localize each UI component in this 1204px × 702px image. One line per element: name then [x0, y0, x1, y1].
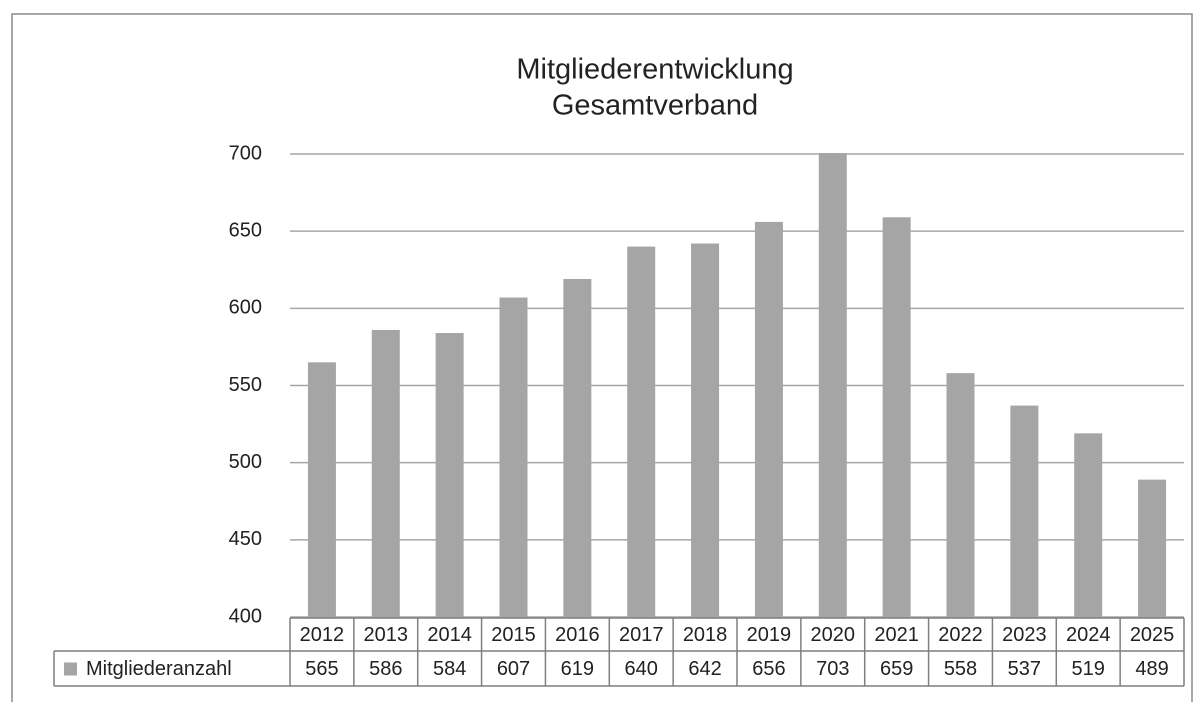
y-tick-label: 600 [229, 297, 262, 319]
y-tick-label: 650 [229, 219, 262, 241]
y-tick-label: 550 [229, 374, 262, 396]
y-tick-label: 500 [229, 451, 262, 473]
legend-label: Mitgliederanzahl [86, 658, 232, 680]
chart-title: Mitgliederentwicklung [516, 54, 793, 86]
x-tick-label: 2020 [811, 624, 856, 646]
data-table-value: 519 [1072, 658, 1105, 680]
y-tick-label: 400 [229, 605, 262, 627]
x-tick-label: 2024 [1066, 624, 1111, 646]
bar [818, 153, 847, 617]
x-tick-label: 2013 [364, 624, 409, 646]
x-tick-label: 2021 [874, 624, 919, 646]
bar [691, 243, 720, 617]
data-table-value: 656 [752, 658, 785, 680]
data-table-value: 584 [433, 658, 466, 680]
bar [1074, 433, 1103, 617]
data-table-value: 586 [369, 658, 402, 680]
x-tick-label: 2012 [300, 624, 345, 646]
data-table-value: 640 [625, 658, 658, 680]
bar [1138, 479, 1167, 617]
x-tick-label: 2018 [683, 624, 728, 646]
data-table-value: 565 [305, 658, 338, 680]
x-tick-label: 2017 [619, 624, 664, 646]
bar [499, 297, 528, 617]
bar [754, 221, 783, 617]
x-tick-label: 2023 [1002, 624, 1047, 646]
chart-title: Gesamtverband [552, 90, 758, 122]
bar [1010, 405, 1039, 617]
bar [563, 279, 592, 617]
legend-key [64, 662, 77, 676]
data-table-value: 537 [1008, 658, 1041, 680]
chart-frame [11, 13, 1193, 702]
data-table-value: 489 [1135, 658, 1168, 680]
bar [371, 329, 400, 617]
data-table-value: 558 [944, 658, 977, 680]
x-tick-label: 2019 [747, 624, 792, 646]
x-tick-label: 2015 [491, 624, 536, 646]
bar [627, 246, 656, 617]
bar [882, 217, 911, 617]
data-table-value: 619 [561, 658, 594, 680]
x-tick-label: 2022 [938, 624, 983, 646]
data-table-value: 607 [497, 658, 530, 680]
data-table-value: 642 [688, 658, 721, 680]
x-tick-label: 2016 [555, 624, 600, 646]
data-table-value: 659 [880, 658, 913, 680]
x-tick-label: 2025 [1130, 624, 1175, 646]
y-tick-label: 450 [229, 528, 262, 550]
bar [307, 362, 336, 617]
x-tick-label: 2014 [427, 624, 472, 646]
data-table-value: 703 [816, 658, 849, 680]
y-tick-label: 700 [229, 142, 262, 164]
bar [946, 373, 975, 617]
bar [435, 333, 464, 617]
